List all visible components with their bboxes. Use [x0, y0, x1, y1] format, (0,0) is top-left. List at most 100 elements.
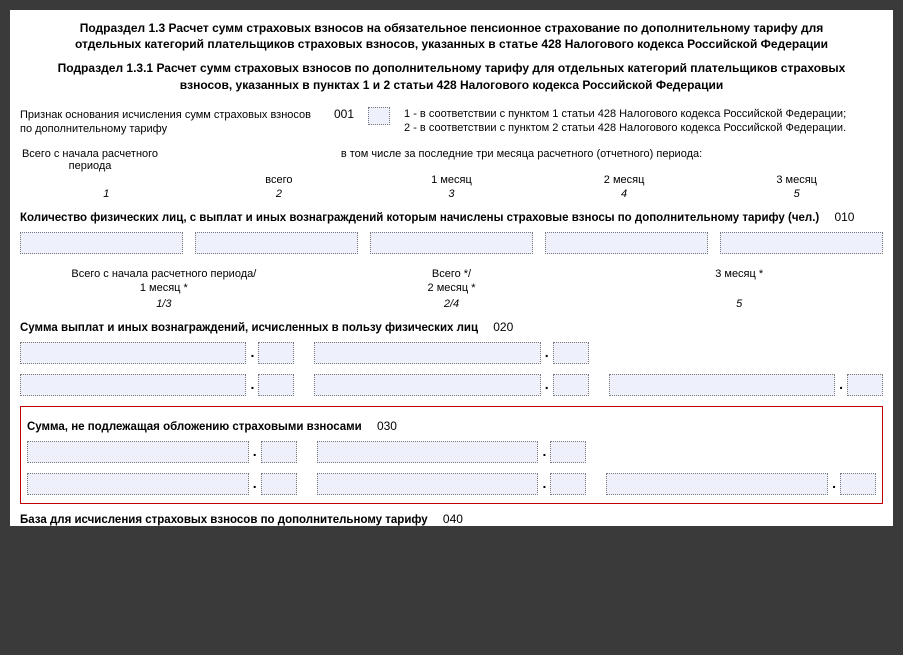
period-header-left: Всего с начала расчетного периода	[20, 148, 160, 172]
section-020-text: Сумма выплат и иных вознаграждений, исчи…	[20, 322, 478, 334]
input-030-2-2-dec[interactable]	[550, 473, 586, 495]
input-030-1-1-int[interactable]	[27, 441, 249, 463]
money-020-1-1: .	[20, 342, 294, 364]
section-040-title: База для исчисления страховых взносов по…	[20, 512, 883, 526]
row-030-line1: . . .	[27, 441, 876, 463]
section-heading-1-3-1: Подраздел 1.3.1 Расчет сумм страховых вз…	[20, 60, 883, 92]
row-020-line1: . . .	[20, 342, 883, 364]
money-030-2-3: .	[606, 473, 876, 495]
period-col-3: 1 месяц	[365, 174, 538, 186]
period-num-5: 5	[710, 188, 883, 200]
input-020-2-2-int[interactable]	[314, 374, 540, 396]
row-010-inputs	[20, 232, 883, 254]
dot: .	[545, 377, 549, 393]
section-040-text: База для исчисления страховых взносов по…	[20, 514, 428, 526]
money-020-2-3: .	[609, 374, 883, 396]
money-030-2-2: .	[317, 473, 587, 495]
sign-desc-line-1: 1 - в соответствии с пунктом 1 статьи 42…	[404, 107, 883, 121]
alt-col-1b: 1 месяц *	[26, 282, 302, 296]
dot: .	[250, 377, 254, 393]
alt-col-2: Всего */ 2 месяц *	[308, 268, 596, 296]
input-030-2-2-int[interactable]	[317, 473, 539, 495]
period-num-4: 4	[538, 188, 711, 200]
input-020-1-2-dec[interactable]	[553, 342, 589, 364]
sign-desc-line-2: 2 - в соответствии с пунктом 2 статьи 42…	[404, 121, 883, 135]
row-020-line2: . . .	[20, 374, 883, 396]
alt-num-1: 1/3	[20, 298, 308, 310]
money-020-1-2: .	[314, 342, 588, 364]
sign-basis-block: Признак основания исчисления сумм страхо…	[20, 107, 883, 137]
input-010-2[interactable]	[195, 232, 358, 254]
money-030-1-2: .	[317, 441, 587, 463]
section-010-text: Количество физических лиц, с выплат и ин…	[20, 212, 819, 224]
input-010-1[interactable]	[20, 232, 183, 254]
input-020-1-2-int[interactable]	[314, 342, 540, 364]
dot: .	[250, 345, 254, 361]
dot: .	[253, 444, 257, 460]
money-030-1-1: .	[27, 441, 297, 463]
alt-col-3b: 3 месяц *	[601, 268, 877, 282]
code-001: 001	[334, 107, 354, 121]
period-num-2: 2	[193, 188, 366, 200]
dot: .	[542, 476, 546, 492]
alt-col-3: 3 месяц *	[595, 268, 883, 296]
code-030: 030	[377, 419, 397, 433]
period-col-4: 2 месяц	[538, 174, 711, 186]
section-030-title: Сумма, не подлежащая обложению страховым…	[27, 419, 876, 433]
input-030-1-2-dec[interactable]	[550, 441, 586, 463]
money-030-2-1: .	[27, 473, 297, 495]
input-020-1-1-int[interactable]	[20, 342, 246, 364]
sign-basis-label: Признак основания исчисления сумм страхо…	[20, 107, 320, 137]
alt-num-2: 2/4	[308, 298, 596, 310]
input-030-2-3-dec[interactable]	[840, 473, 876, 495]
input-020-2-2-dec[interactable]	[553, 374, 589, 396]
dot: .	[542, 444, 546, 460]
period-num-1: 1	[20, 188, 193, 200]
sign-basis-input[interactable]	[368, 107, 390, 125]
input-030-2-1-dec[interactable]	[261, 473, 297, 495]
alt-col-1a: Всего с начала расчетного периода/	[26, 268, 302, 282]
code-020: 020	[493, 320, 513, 334]
input-020-1-1-dec[interactable]	[258, 342, 294, 364]
alt-col-1: Всего с начала расчетного периода/ 1 мес…	[20, 268, 308, 296]
highlighted-section-030: Сумма, не подлежащая обложению страховым…	[20, 406, 883, 504]
money-020-2-2: .	[314, 374, 588, 396]
code-010: 010	[834, 210, 854, 224]
input-030-1-2-int[interactable]	[317, 441, 539, 463]
alt-period-numbers: 1/3 2/4 5	[20, 298, 883, 310]
input-020-2-1-dec[interactable]	[258, 374, 294, 396]
alt-col-2a: Всего */	[314, 268, 590, 282]
section-heading-1-3: Подраздел 1.3 Расчет сумм страховых взно…	[20, 20, 883, 52]
dot: .	[832, 476, 836, 492]
input-020-2-1-int[interactable]	[20, 374, 246, 396]
period-col-5: 3 месяц	[710, 174, 883, 186]
input-010-4[interactable]	[545, 232, 708, 254]
input-020-2-3-dec[interactable]	[847, 374, 883, 396]
section-020-title: Сумма выплат и иных вознаграждений, исчи…	[20, 320, 883, 334]
input-030-2-1-int[interactable]	[27, 473, 249, 495]
period-header-right: в том числе за последние три месяца расч…	[160, 148, 883, 172]
period-num-3: 3	[365, 188, 538, 200]
alt-period-header: Всего с начала расчетного периода/ 1 мес…	[20, 268, 883, 296]
input-010-3[interactable]	[370, 232, 533, 254]
period-header: Всего с начала расчетного периода в том …	[20, 148, 883, 172]
section-030-text: Сумма, не подлежащая обложению страховым…	[27, 421, 362, 433]
dot: .	[253, 476, 257, 492]
code-040: 040	[443, 512, 463, 526]
money-020-2-1: .	[20, 374, 294, 396]
alt-num-3: 5	[595, 298, 883, 310]
period-col-2: всего	[193, 174, 366, 186]
input-030-2-3-int[interactable]	[606, 473, 828, 495]
section-010-title: Количество физических лиц, с выплат и ин…	[20, 210, 883, 224]
input-020-2-3-int[interactable]	[609, 374, 835, 396]
input-010-5[interactable]	[720, 232, 883, 254]
input-030-1-1-dec[interactable]	[261, 441, 297, 463]
period-col-1	[20, 174, 193, 186]
alt-col-2b: 2 месяц *	[314, 282, 590, 296]
period-numbers: 1 2 3 4 5	[20, 188, 883, 200]
period-columns: всего 1 месяц 2 месяц 3 месяц	[20, 174, 883, 186]
document-page: Подраздел 1.3 Расчет сумм страховых взно…	[10, 10, 893, 526]
row-030-line2: . . .	[27, 473, 876, 495]
dot: .	[545, 345, 549, 361]
dot: .	[839, 377, 843, 393]
